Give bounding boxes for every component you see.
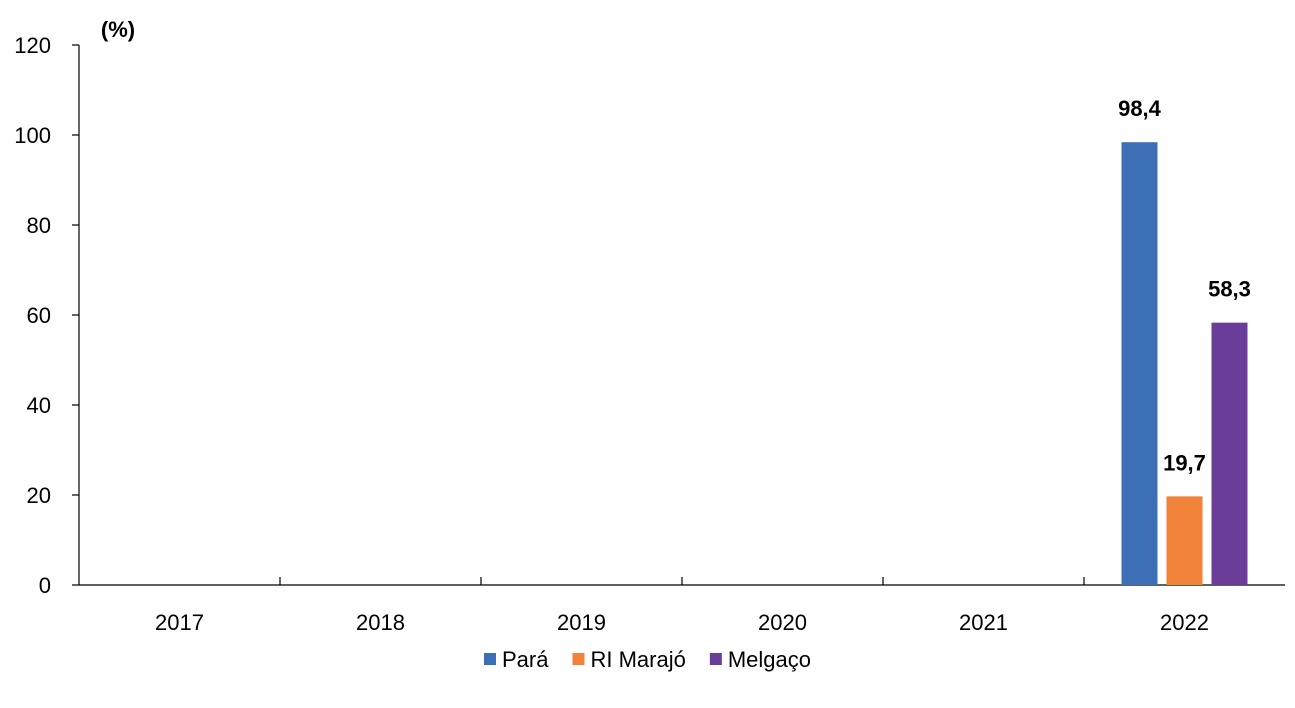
legend-label: Pará bbox=[502, 647, 549, 672]
y-tick-label: 80 bbox=[27, 213, 51, 238]
x-axis: 2017 2018 2019 2020 2021 2022 bbox=[79, 577, 1285, 635]
data-label: 58,3 bbox=[1208, 277, 1251, 302]
data-labels: 98,4 19,7 58,3 bbox=[1118, 96, 1251, 475]
legend-swatch bbox=[572, 653, 585, 665]
bars bbox=[1121, 142, 1248, 585]
y-tick-label: 100 bbox=[14, 123, 51, 148]
y-tick-label: 0 bbox=[39, 573, 51, 598]
y-tick-label: 120 bbox=[14, 33, 51, 58]
x-tick-label: 2019 bbox=[557, 610, 606, 635]
y-tick-label: 40 bbox=[27, 393, 51, 418]
data-label: 19,7 bbox=[1163, 450, 1206, 475]
legend-swatch bbox=[709, 653, 722, 665]
x-tick-label: 2022 bbox=[1160, 610, 1209, 635]
x-tick-label: 2020 bbox=[758, 610, 807, 635]
y-unit-label: (%) bbox=[101, 17, 135, 42]
x-tick-label: 2017 bbox=[155, 610, 204, 635]
y-tick-label: 20 bbox=[27, 483, 51, 508]
x-tick-label: 2021 bbox=[959, 610, 1008, 635]
x-tick-label: 2018 bbox=[356, 610, 405, 635]
y-tick-label: 60 bbox=[27, 303, 51, 328]
legend-label: Melgaço bbox=[728, 647, 811, 672]
legend-label: RI Marajó bbox=[590, 647, 685, 672]
legend: Pará RI Marajó Melgaço bbox=[484, 647, 811, 672]
bar-melga-o-2022 bbox=[1211, 322, 1248, 585]
legend-swatch bbox=[484, 653, 496, 665]
y-axis: 0 20 40 60 80 100 120 bbox=[14, 33, 80, 598]
bar-ri-maraj--2022 bbox=[1166, 496, 1203, 585]
data-label: 98,4 bbox=[1118, 96, 1162, 121]
bar-par--2022 bbox=[1121, 142, 1158, 585]
